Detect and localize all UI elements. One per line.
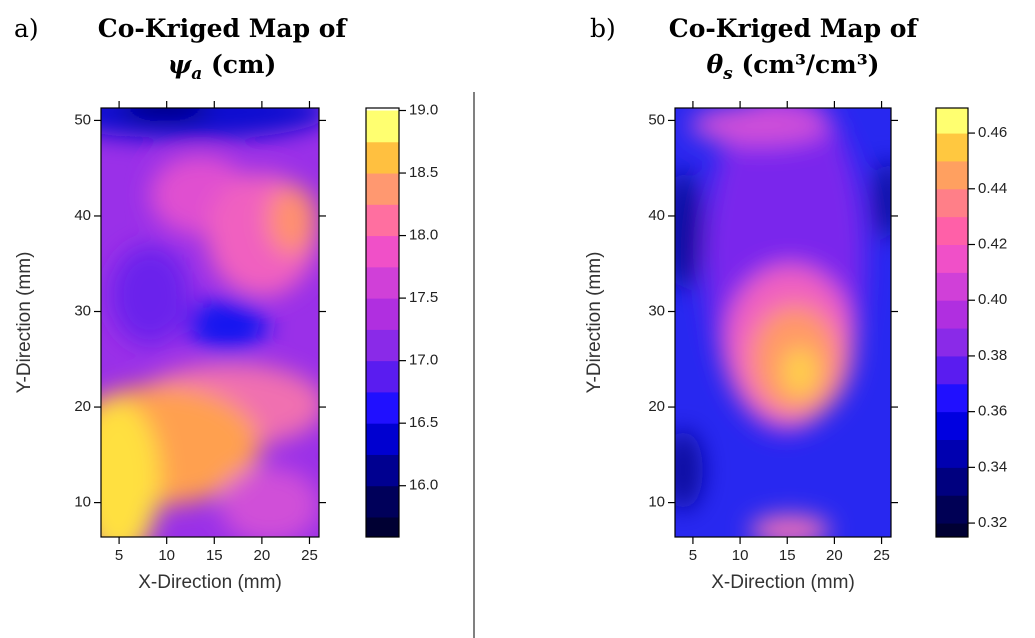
title-subscript: s	[722, 64, 733, 84]
title-line: θs (cm³/cm³)	[706, 50, 879, 84]
title-gap	[733, 50, 742, 79]
colorbar-band	[936, 523, 968, 538]
colorbar-band	[366, 110, 399, 143]
colorbar-band	[366, 360, 399, 393]
colorbar-band	[366, 204, 399, 237]
panel-label: b)	[590, 14, 616, 43]
y-tick-label: 40	[648, 207, 665, 224]
y-tick-label: 10	[648, 494, 665, 511]
x-tick-label: 10	[732, 547, 749, 564]
title-symbol: ψ	[168, 50, 193, 79]
colorbar-band	[366, 516, 399, 538]
colorbar-band	[936, 495, 968, 524]
y-tick-label: 40	[74, 207, 91, 224]
y-tick-label: 50	[74, 111, 91, 128]
x-axis-label: X-Direction (mm)	[711, 572, 855, 593]
x-tick-label: 15	[206, 547, 223, 564]
title-line: ψa (cm)	[168, 50, 277, 84]
colorbar-band	[366, 423, 399, 455]
colorbar-band	[936, 160, 968, 190]
title-subscript: a	[191, 64, 202, 84]
colorbar-band	[936, 300, 968, 329]
colorbar-tick-label: 0.38	[978, 347, 1007, 364]
colorbar-band	[936, 439, 968, 468]
colorbar-tick-label: 0.42	[978, 235, 1007, 252]
colorbar-band	[936, 108, 968, 134]
colorbar-band	[936, 216, 968, 245]
colorbar-frame	[935, 107, 969, 538]
y-tick-label: 20	[74, 398, 91, 415]
colorbar-band	[366, 173, 399, 205]
y-tick-label: 30	[74, 302, 91, 319]
title-symbol: θ	[706, 50, 723, 79]
colorbar-tick-label: 16.5	[409, 414, 438, 431]
plot-frame	[674, 107, 892, 538]
title-line: Co-Kriged Map of	[669, 14, 920, 43]
x-axis-label: X-Direction (mm)	[138, 572, 282, 593]
x-tick-label: 20	[826, 547, 843, 564]
x-tick-label: 5	[115, 547, 123, 564]
colorbar-band	[366, 485, 399, 518]
y-tick-label: 20	[648, 398, 665, 415]
colorbar-tick-label: 16.0	[409, 477, 438, 494]
colorbar-tick-label: 0.36	[978, 403, 1007, 420]
x-tick-label: 25	[301, 547, 318, 564]
colorbar-frame	[365, 107, 400, 538]
x-tick-label: 20	[254, 547, 271, 564]
colorbar-band	[366, 454, 399, 487]
colorbar-tick-label: 0.46	[978, 124, 1007, 141]
colorbar-tick-label: 0.34	[978, 458, 1007, 475]
contour-field	[675, 108, 891, 537]
y-tick-label: 50	[648, 111, 665, 128]
colorbar-band	[936, 188, 968, 218]
y-tick-label: 30	[648, 302, 665, 319]
panel-label: a)	[14, 14, 39, 43]
colorbar-band	[366, 329, 399, 362]
x-tick-label: 5	[689, 547, 697, 564]
y-axis-label: Y-Direction (mm)	[14, 252, 35, 394]
colorbar-tick-label: 17.0	[409, 352, 438, 369]
colorbar-tick-label: 18.5	[409, 164, 438, 181]
colorbar-band	[936, 133, 968, 162]
colorbar-band	[936, 355, 968, 385]
colorbar-tick-label: 0.44	[978, 180, 1007, 197]
colorbar-tick-label: 17.5	[409, 289, 438, 306]
colorbar-band	[366, 391, 399, 424]
plot-frame	[100, 107, 320, 538]
colorbar-band	[936, 272, 968, 301]
colorbar-band	[936, 244, 968, 273]
colorbar-band	[936, 383, 968, 413]
colorbar-band	[366, 266, 399, 299]
x-tick-label: 25	[873, 547, 890, 564]
x-tick-label: 15	[779, 547, 796, 564]
y-axis-label: Y-Direction (mm)	[584, 252, 605, 394]
colorbar-tick-label: 18.0	[409, 227, 438, 244]
title-line: Co-Kriged Map of	[98, 14, 349, 43]
title-gap	[202, 50, 211, 79]
colorbar-tick-label: 0.32	[978, 514, 1007, 531]
contour-field	[101, 108, 319, 537]
colorbar-tick-label: 0.40	[978, 291, 1007, 308]
colorbar-band	[936, 467, 968, 496]
x-tick-label: 10	[158, 547, 175, 564]
colorbar-band	[936, 411, 968, 440]
colorbar-band	[366, 298, 399, 330]
colorbar-tick-label: 19.0	[409, 101, 438, 118]
colorbar-band	[366, 235, 399, 268]
title-unit: (cm)	[211, 50, 276, 79]
y-tick-label: 10	[74, 494, 91, 511]
colorbar-band	[936, 328, 968, 357]
title-unit: (cm³/cm³)	[741, 50, 879, 79]
colorbar-band	[366, 141, 399, 174]
